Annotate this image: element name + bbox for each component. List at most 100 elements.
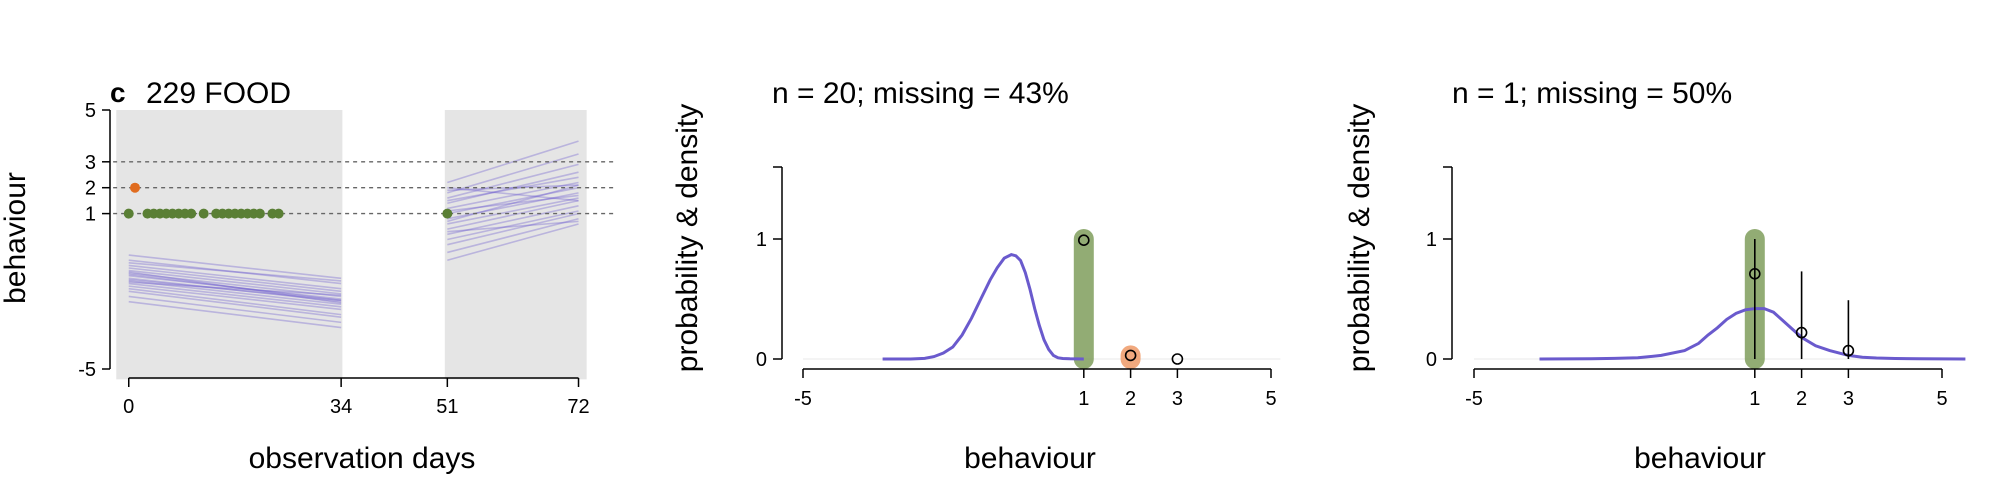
panel-c-timeseries: -5 1 2 3 5 0 34 51 72 c 229 FOOD observation day… (0, 77, 616, 475)
trajectory-line (128, 262, 342, 282)
trajectory-line (128, 281, 342, 296)
y-tick-label: 0 (756, 349, 767, 371)
y-tick-label: -5 (78, 359, 96, 381)
trajectory-line (128, 269, 342, 295)
x-tick-label: 1 (1749, 388, 1760, 410)
y-tick-label: 3 (85, 152, 96, 174)
reference-lines (113, 161, 616, 215)
trajectory-line (128, 274, 342, 300)
y-tick-label: 0 (1426, 349, 1437, 371)
panel-letter: c (110, 77, 126, 108)
x-tick-label: 1 (1078, 388, 1089, 410)
observed-points (123, 182, 453, 219)
observation-point (254, 208, 265, 219)
trajectory-line (128, 264, 342, 290)
trajectory-line (447, 184, 579, 223)
observation-point (186, 208, 197, 219)
trajectory-line (128, 282, 342, 308)
x-tick-label: 3 (1843, 388, 1854, 410)
probability-point (1124, 349, 1137, 362)
trajectory-line (447, 181, 579, 210)
trajectory-line (128, 259, 342, 285)
y-tick-label: 1 (85, 204, 96, 226)
observation-point (123, 208, 134, 219)
probability-point (1795, 326, 1808, 339)
x-tick-label: 3 (1172, 388, 1183, 410)
trajectory-line (447, 212, 579, 246)
panel-2-title: n = 20; missing = 43% (772, 77, 1069, 110)
trajectory-line (447, 197, 579, 225)
trajectory-line (128, 300, 342, 329)
observation-point (129, 182, 140, 193)
panel-c-axes: -5 1 2 3 5 0 34 51 72 (78, 100, 589, 418)
trajectory-line (447, 220, 579, 233)
trajectory-line (447, 223, 579, 261)
observation-point (442, 208, 453, 219)
x-tick-label: 72 (567, 396, 589, 418)
trajectory-line (447, 210, 579, 241)
trajectory-line (128, 272, 342, 298)
observation-period-1-background (116, 110, 343, 380)
observation-point (273, 208, 284, 219)
x-tick-label: 51 (436, 396, 458, 418)
x-tick-label: -5 (794, 388, 812, 410)
trajectory-line (128, 290, 342, 318)
trajectory-line (447, 199, 579, 230)
density-curve (882, 253, 1084, 361)
trajectory-line (128, 295, 342, 324)
x-tick-label: 34 (330, 396, 352, 418)
trajectory-line (447, 192, 579, 220)
trajectory-line (128, 277, 342, 303)
trajectory-line (447, 163, 579, 199)
trajectory-line (447, 184, 579, 192)
panel-2-density: 0 1 -5 1 2 3 5 n = 20; missing = 43% behaviour… (671, 77, 1281, 475)
probability-point (1171, 353, 1184, 365)
panel-3-density: 01-5 1 2 3 5 n = 1; missing = 50% behaviour … (1343, 77, 1966, 475)
probability-point (1842, 344, 1855, 357)
trajectory-line (128, 271, 342, 304)
trajectory-line (128, 267, 342, 293)
x-tick-label: -5 (1465, 388, 1483, 410)
x-tick-label: 5 (1936, 388, 1947, 410)
x-tick-label: 2 (1125, 388, 1136, 410)
probability-point (1749, 267, 1761, 280)
panel-c-y-axis-label: behaviour (0, 172, 32, 304)
trajectory-line (447, 186, 579, 215)
probability-point (1078, 234, 1090, 246)
trajectory-line (447, 171, 579, 205)
trajectory-line (128, 280, 342, 306)
panel-3-y-axis-label: probability & density (1343, 104, 1376, 372)
trajectory-line (128, 285, 342, 311)
posterior-trajectories (128, 140, 579, 329)
trajectory-line (128, 278, 342, 302)
trajectory-line (128, 254, 342, 280)
panel-c-title: 229 FOOD (146, 77, 291, 110)
density-curve (1539, 307, 1966, 361)
trajectory-line (447, 205, 579, 236)
panel-3-x-axis-label: behaviour (1634, 442, 1766, 475)
trajectory-line (447, 176, 579, 202)
x-tick-label: 2 (1796, 388, 1807, 410)
y-tick-label: 2 (85, 178, 96, 200)
panel-2-x-axis-label: behaviour (964, 442, 1096, 475)
panel-2-plot-area: 0 1 -5 1 2 3 5 (756, 166, 1281, 410)
trajectory-line (128, 287, 342, 316)
trajectory-line (128, 273, 342, 302)
observation-point (198, 208, 209, 219)
trajectory-line (447, 218, 579, 254)
panel-c-x-axis-label: observation days (249, 442, 476, 475)
trajectory-line (447, 140, 579, 184)
x-tick-label: 0 (123, 396, 134, 418)
panel-3-plot-area: 0 1 -5 1 2 3 5 (1426, 166, 1966, 410)
y-tick-label: 1 (1426, 229, 1437, 251)
y-tick-label: 1 (756, 229, 767, 251)
y-tick-label: 5 (85, 100, 96, 122)
trajectory-line (447, 194, 579, 212)
observation-period-2-background (444, 110, 587, 380)
panel-2-y-axis-label: probability & density (671, 104, 704, 372)
x-tick-label: 5 (1265, 388, 1276, 410)
trajectory-line (447, 186, 579, 202)
trajectory-line (447, 153, 579, 194)
panel-3-title: n = 1; missing = 50% (1452, 77, 1732, 110)
